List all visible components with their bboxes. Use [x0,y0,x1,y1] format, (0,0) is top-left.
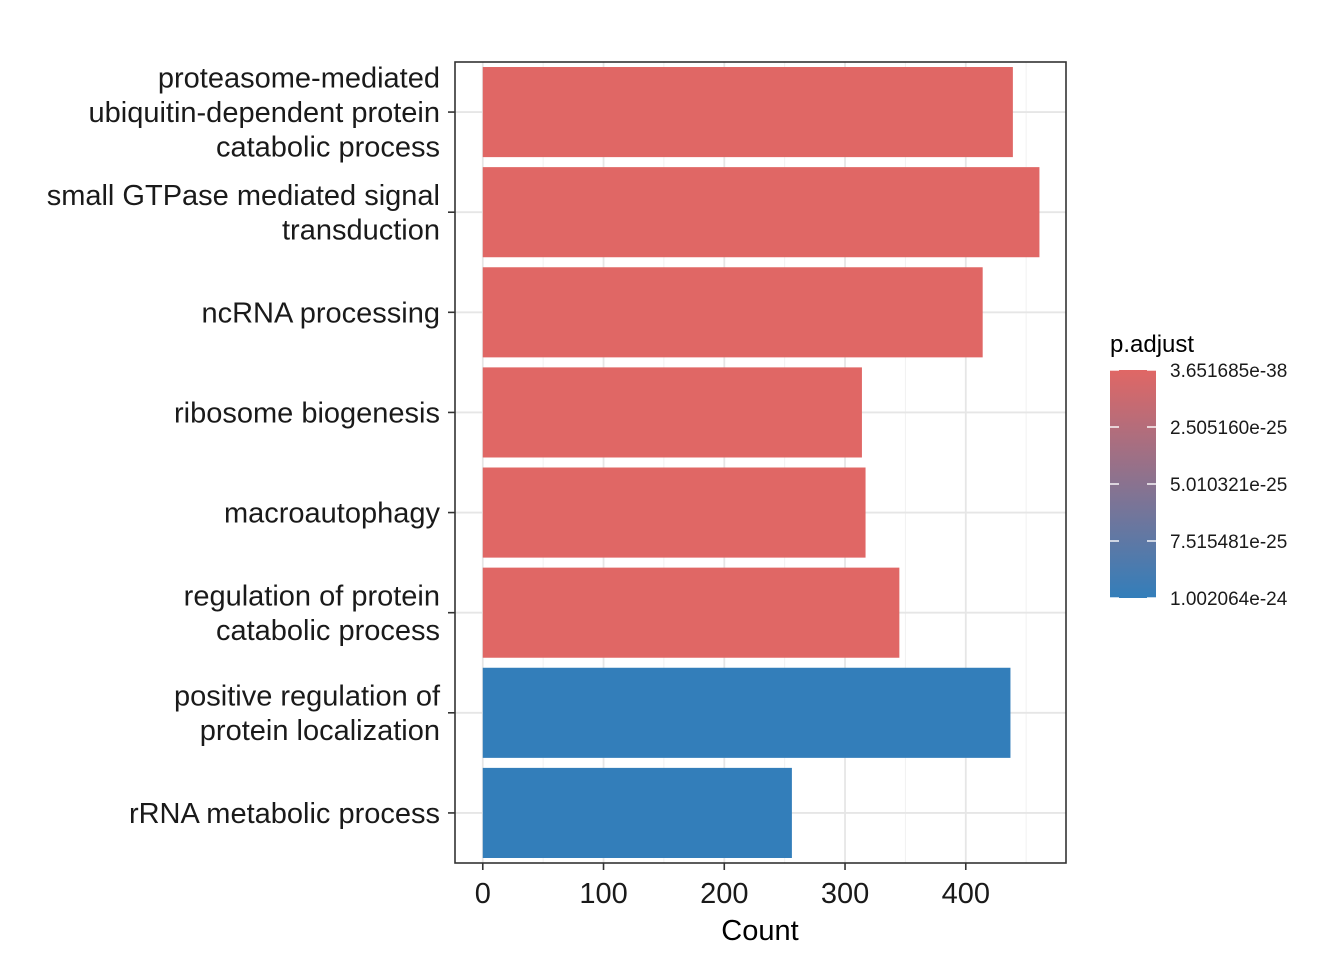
plot-border [454,61,1067,864]
bar [482,367,862,458]
legend-label: 2.505160e-25 [1170,418,1287,439]
y-tick-label-line: ncRNA processing [201,297,440,329]
legend-label: 7.515481e-25 [1170,532,1287,553]
legend: p.adjust 3.651685e-38 2.505160e-25 5.01032… [1110,331,1288,610]
y-tick-label-line: positive regulation of [174,681,441,713]
y-tick-label-line: macroautophagy [224,498,441,530]
y-tick-label: regulation of protein catabolic process [184,580,440,647]
y-tick-label-line: catabolic process [216,615,440,647]
y-tick-label: rRNA metabolic process [129,798,440,830]
y-tick-label: macroautophagy [224,498,441,530]
legend-label: 5.010321e-25 [1170,475,1287,496]
legend-title: p.adjust [1110,331,1194,358]
x-tick-label: 100 [579,878,627,910]
x-tick-label: 0 [475,878,491,910]
bar [482,267,983,358]
y-tick-label-line: proteasome-mediated [158,63,440,95]
y-tick-label-line: regulation of protein [184,580,440,612]
y-tick-label-line: rRNA metabolic process [129,798,440,830]
y-tick-label: positive regulation of protein localizati… [174,681,441,748]
x-tick-label: 300 [821,878,869,910]
legend-label: 3.651685e-38 [1170,361,1287,382]
bar [482,167,1040,258]
y-tick-label-line: catabolic process [216,132,440,164]
y-tick-label-line: transduction [282,214,440,246]
x-axis: 0 100 200 300 400 [475,863,990,910]
y-tick-label: ribosome biogenesis [174,397,440,429]
y-tick-label: proteasome-mediated ubiquitin-dependent p… [89,63,441,164]
y-tick-label: ncRNA processing [201,297,440,329]
x-axis-title: Count [721,915,798,947]
bar [482,767,792,858]
x-tick-label: 200 [700,878,748,910]
y-tick-label-line: ribosome biogenesis [174,397,440,429]
y-tick-label-line: small GTPase mediated signal [47,180,440,212]
legend-label: 1.002064e-24 [1170,589,1288,610]
y-tick-label-line: ubiquitin-dependent protein [89,97,441,129]
bars [482,67,1040,858]
legend-ticks: 3.651685e-38 2.505160e-25 5.010321e-25 7.51… [1110,361,1288,610]
y-tick-label-line: protein localization [200,715,440,747]
bar [482,467,866,558]
y-axis: proteasome-mediated ubiquitin-dependent p… [47,63,455,830]
bar [482,567,900,658]
y-tick-label: small GTPase mediated signal transduction [47,180,440,247]
bar [482,667,1011,758]
x-tick-label: 400 [942,878,990,910]
bar [482,67,1013,158]
